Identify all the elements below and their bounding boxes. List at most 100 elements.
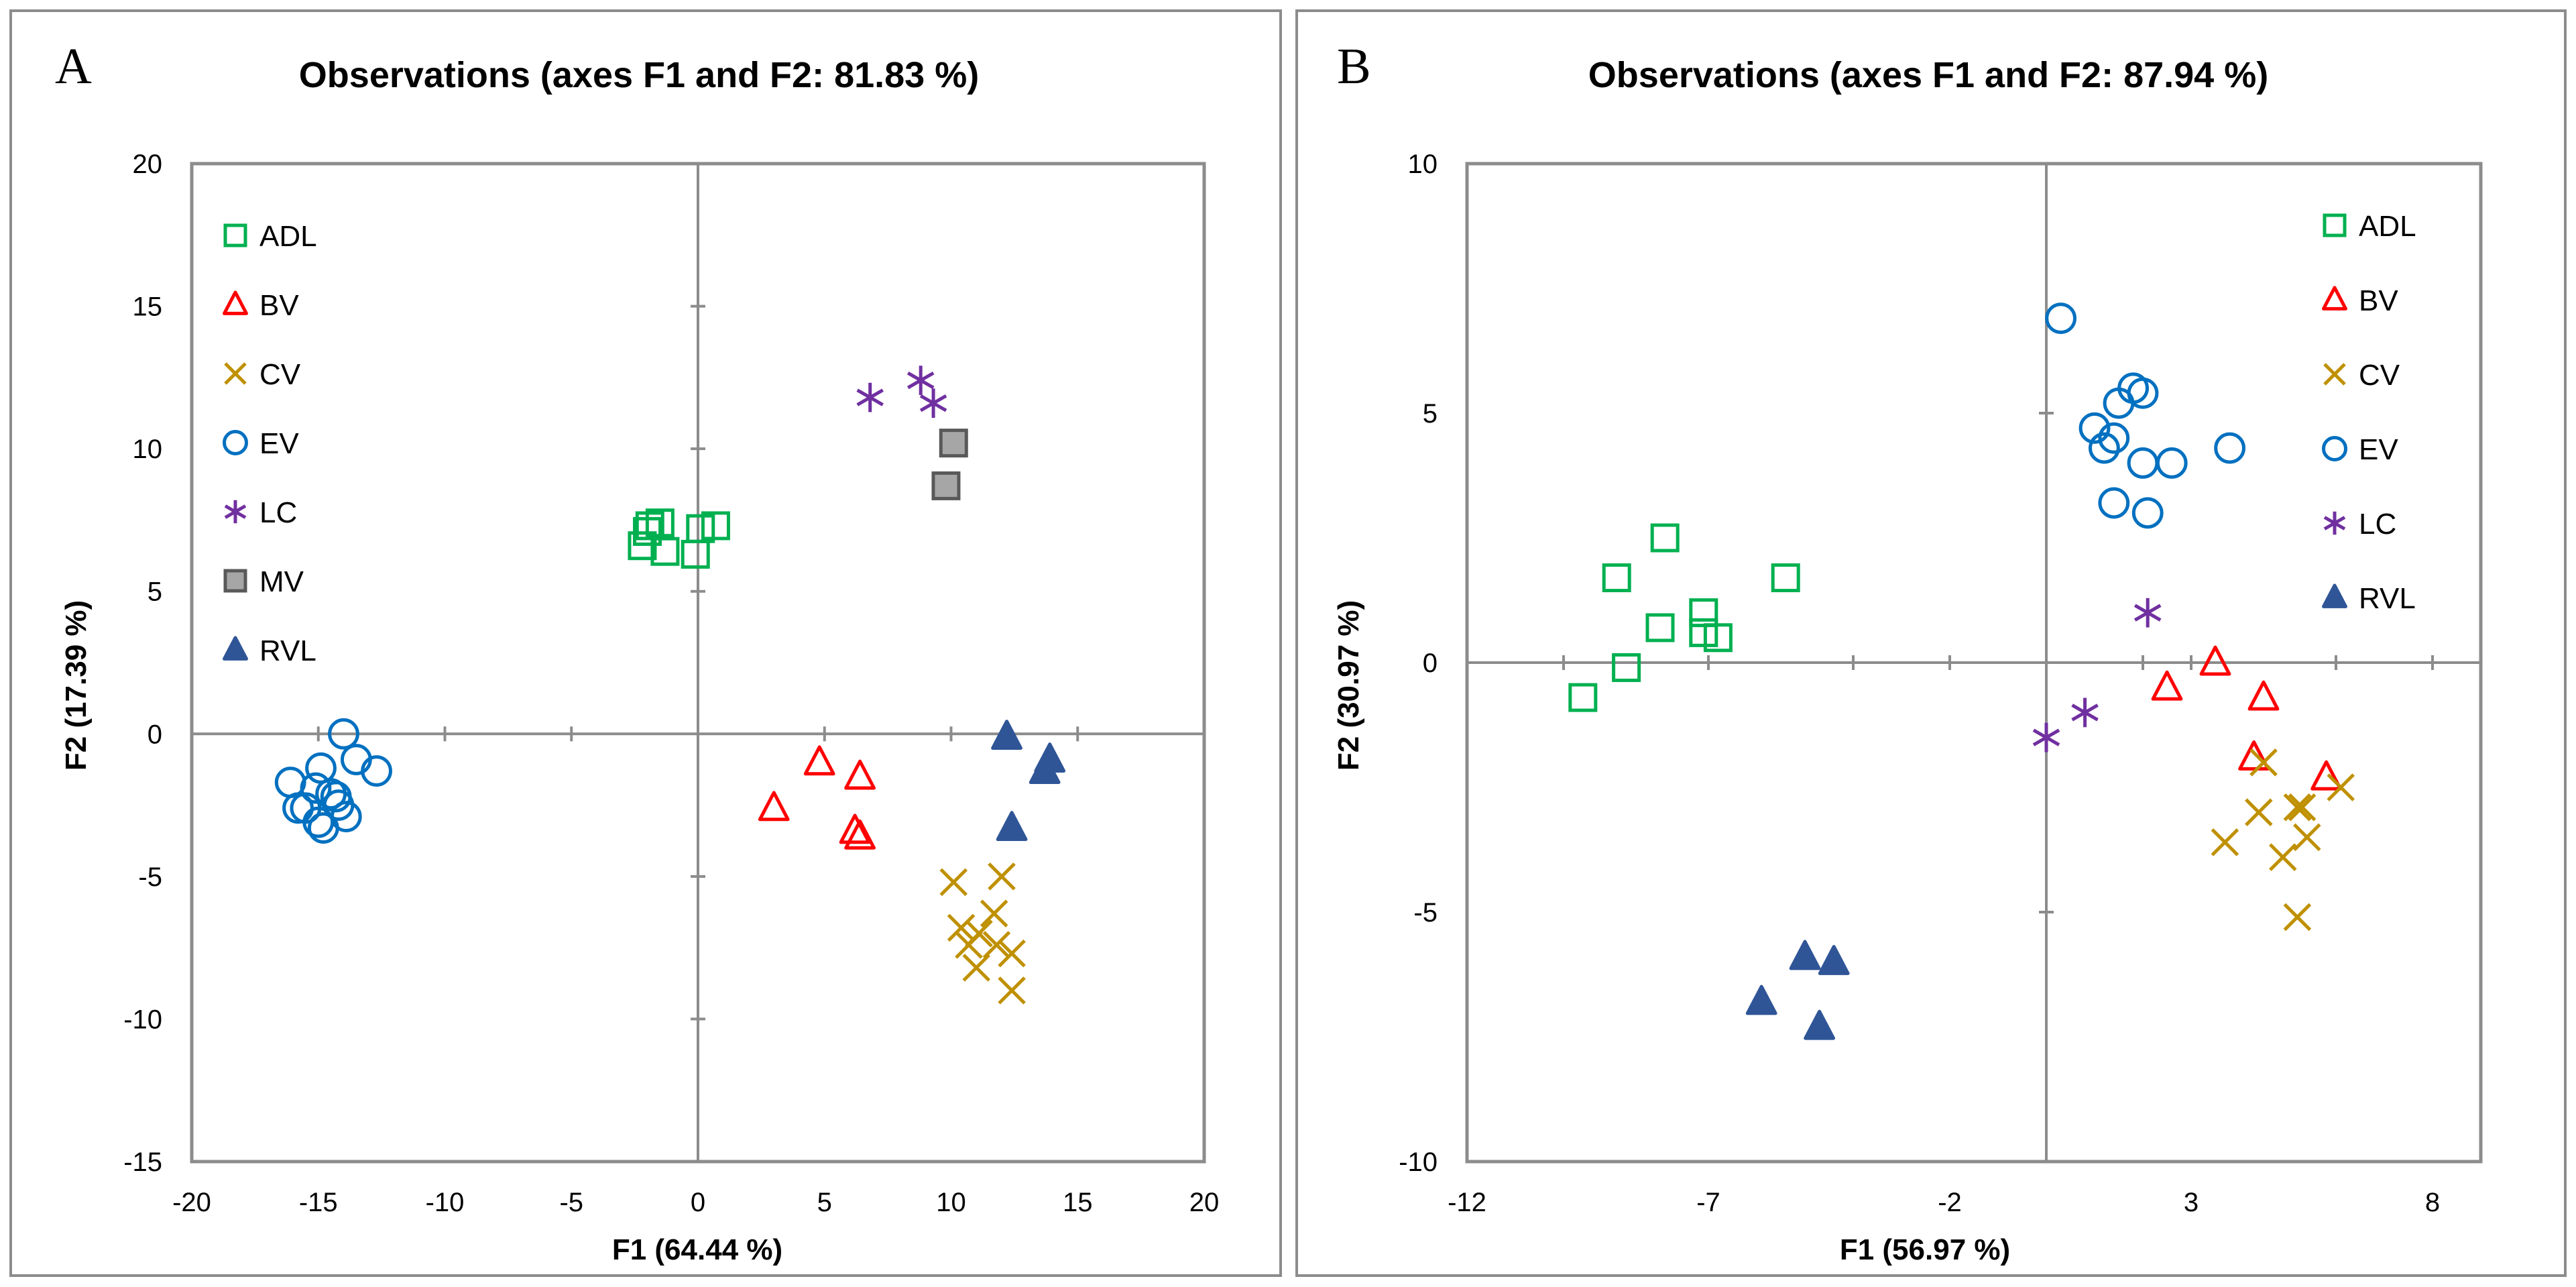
- legend-marker: [2322, 583, 2347, 608]
- chart-title: Observations (axes F1 and F2: 81.83 %): [299, 55, 979, 95]
- series-cv: [939, 862, 1026, 1005]
- data-point: [1771, 563, 1800, 593]
- data-point: [650, 537, 680, 566]
- scatter-chart-b: B Observations (axes F1 and F2: 87.94 %)…: [1332, 38, 2483, 1266]
- legend-marker: [2323, 363, 2346, 386]
- chart-title: Observations (axes F1 and F2: 87.94 %): [1588, 55, 2268, 95]
- legend-label: LC: [259, 496, 297, 529]
- data-point: [274, 767, 306, 798]
- data-point: [686, 514, 715, 543]
- data-point: [1745, 985, 1777, 1015]
- data-point: [931, 471, 961, 500]
- data-point: [1818, 944, 1850, 975]
- legend-label: BV: [259, 289, 299, 322]
- data-point: [1612, 653, 1641, 682]
- y-tick-label: 5: [1423, 399, 1438, 429]
- y-tick-label: 0: [148, 720, 162, 749]
- data-point: [1689, 598, 1718, 628]
- data-point: [2045, 302, 2076, 335]
- legend-marker: [223, 290, 248, 315]
- legend: ADL BV CV EV LC RVL: [2322, 210, 2416, 615]
- x-tick-label: 10: [936, 1188, 966, 1217]
- legend-label: MV: [259, 565, 304, 598]
- legend-marker: [224, 500, 247, 524]
- data-point: [803, 745, 835, 776]
- data-point: [2293, 823, 2321, 852]
- data-point: [2032, 722, 2060, 752]
- data-point: [1568, 683, 1598, 712]
- data-point: [1645, 613, 1675, 642]
- series-mv: [931, 429, 968, 500]
- data-point: [305, 752, 337, 784]
- plot-frame: [1465, 162, 2483, 1164]
- data-point: [982, 931, 1011, 959]
- legend-label: ADL: [259, 220, 317, 253]
- data-point: [681, 539, 710, 569]
- legend-label: EV: [2359, 433, 2398, 466]
- x-tick-label: -10: [426, 1188, 465, 1217]
- data-point: [1703, 623, 1733, 653]
- series-adl: [628, 508, 730, 569]
- legend-marker: [2322, 286, 2347, 311]
- panel-a: A Observations (axes F1 and F2: 81.83 %)…: [9, 9, 1282, 1277]
- y-tick-label: 0: [1423, 649, 1438, 678]
- x-tick-label: 3: [2184, 1188, 2199, 1217]
- series-bv: [2151, 645, 2342, 791]
- data-point: [2127, 377, 2159, 409]
- y-tick-label: 5: [148, 577, 162, 607]
- y-tick-label: -10: [1399, 1148, 1438, 1177]
- data-point: [2133, 598, 2162, 628]
- legend-marker: [223, 636, 248, 661]
- data-point: [2269, 843, 2297, 871]
- data-point: [2238, 740, 2270, 771]
- y-tick-label: -15: [123, 1148, 162, 1177]
- y-tick-label: 20: [133, 150, 163, 179]
- series-bv: [758, 745, 876, 850]
- data-point: [998, 976, 1026, 1005]
- data-point: [844, 759, 876, 790]
- data-point: [330, 801, 362, 832]
- data-point: [2247, 680, 2280, 711]
- data-point: [2283, 903, 2312, 932]
- data-point: [1789, 940, 1821, 970]
- data-point: [2214, 432, 2245, 464]
- series-lc: [2032, 598, 2162, 752]
- y-tick-label: 10: [1408, 150, 1438, 179]
- data-point: [2098, 487, 2130, 519]
- x-tick-label: -2: [1938, 1188, 1962, 1217]
- x-axis-label: F1 (56.97 %): [1840, 1233, 2010, 1266]
- panel-letter: A: [55, 38, 92, 95]
- data-point: [906, 366, 935, 395]
- legend-marker: [224, 362, 247, 385]
- data-point: [939, 868, 968, 897]
- data-point: [2310, 760, 2342, 791]
- data-point: [2327, 773, 2355, 801]
- data-point: [2211, 828, 2239, 856]
- data-point: [2079, 412, 2111, 444]
- legend-label: RVL: [2359, 582, 2416, 615]
- legend-label: ADL: [2359, 210, 2416, 243]
- data-point: [1804, 1009, 1835, 1040]
- x-tick-label: 0: [691, 1188, 705, 1217]
- legend-marker: [223, 223, 247, 247]
- y-tick-label: 15: [133, 292, 163, 322]
- legend-label: CV: [2359, 359, 2400, 392]
- data-point: [919, 388, 947, 418]
- x-tick-label: 15: [1063, 1188, 1093, 1217]
- data-point: [996, 811, 1028, 842]
- data-point: [2249, 748, 2278, 777]
- data-point: [939, 429, 968, 458]
- data-point: [2089, 432, 2120, 464]
- data-point: [965, 919, 993, 948]
- x-tick-label: -12: [1448, 1188, 1486, 1217]
- data-point: [361, 755, 392, 787]
- x-tick-label: -5: [559, 1188, 583, 1217]
- legend-marker: [2322, 436, 2347, 461]
- series-adl: [1568, 523, 1800, 712]
- x-tick-label: 5: [817, 1188, 832, 1217]
- data-point: [2199, 645, 2231, 676]
- data-point: [2151, 670, 2183, 701]
- legend-marker: [2323, 213, 2347, 237]
- legend-label: BV: [2359, 284, 2398, 317]
- data-point: [2245, 798, 2273, 826]
